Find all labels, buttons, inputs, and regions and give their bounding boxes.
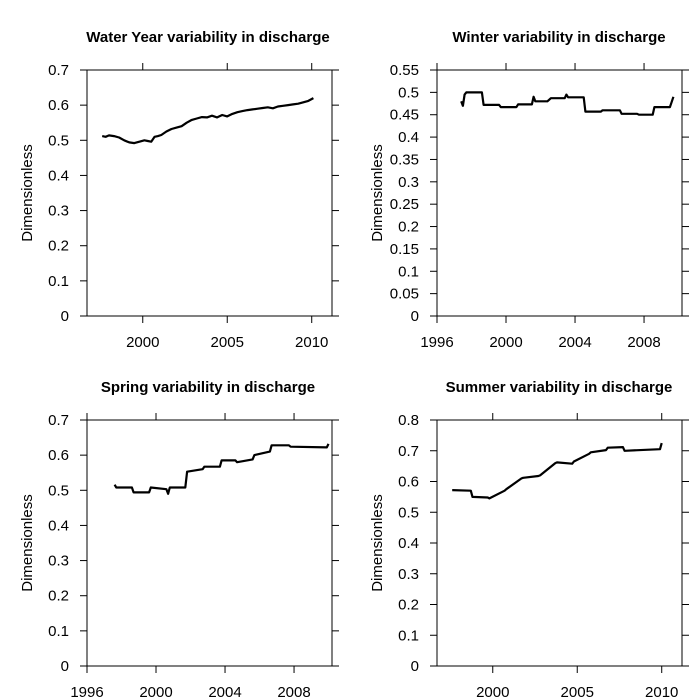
- y-tick-label: 0.1: [48, 623, 69, 640]
- y-tick-label: 0.6: [48, 447, 69, 464]
- x-tick-label: 2008: [627, 334, 660, 351]
- y-tick-label: 0.3: [398, 566, 419, 583]
- plot-frame: [86, 69, 333, 317]
- y-tick-label: 0.3: [48, 203, 69, 220]
- x-tick-label: 2000: [476, 684, 509, 700]
- y-tick-label: 0: [61, 308, 69, 325]
- chart-title: Spring variability in discharge: [101, 379, 315, 396]
- y-tick-label: 0.6: [48, 97, 69, 114]
- y-tick-label: 0.4: [48, 167, 69, 184]
- chart-title: Water Year variability in discharge: [86, 29, 329, 46]
- x-tick-label: 2004: [208, 684, 241, 700]
- x-tick-label: 2005: [561, 684, 594, 700]
- y-tick-label: 0.6: [398, 474, 419, 491]
- y-tick-label: 0.2: [48, 588, 69, 605]
- plot-frame: [436, 419, 683, 667]
- series-line: [452, 442, 663, 500]
- panel-water-year: Water Year variability in discharge 0 0.1 0…: [19, 29, 339, 351]
- y-tick-label: 0.3: [48, 553, 69, 570]
- y-tick-label: 0.1: [398, 263, 419, 280]
- y-tick-label: 0.5: [48, 482, 69, 499]
- y-tick-label: 0: [61, 658, 69, 675]
- panel-winter: Winter variability in discharge 0 0.05 0.1 0…: [369, 29, 689, 351]
- panel-summer: Summer variability in discharge 0 0.1 0.2 0.…: [369, 379, 689, 700]
- y-axis-label: Dimensionless: [369, 494, 386, 592]
- y-axis-label: Dimensionless: [19, 494, 36, 592]
- x-tick-label: 2005: [211, 334, 244, 351]
- y-tick-label: 0.7: [398, 443, 419, 460]
- y-tick-label: 0.7: [48, 62, 69, 79]
- series-line: [460, 91, 675, 116]
- y-tick-label: 0.5: [398, 84, 419, 101]
- y-tick-label: 0.4: [398, 129, 419, 146]
- y-tick-label: 0.4: [398, 535, 419, 552]
- y-tick-label: 0.2: [398, 219, 419, 236]
- x-tick-label: 1996: [420, 334, 453, 351]
- y-tick-label: 0.5: [48, 132, 69, 149]
- x-tick-label: 2008: [277, 684, 310, 700]
- x-tick-label: 2000: [139, 684, 172, 700]
- y-tick-label: 0.05: [390, 286, 419, 303]
- y-tick-label: 0.5: [398, 504, 419, 521]
- series-line: [113, 443, 330, 495]
- x-tick-label: 2010: [645, 684, 678, 700]
- x-tick-label: 2000: [126, 334, 159, 351]
- y-tick-label: 0.4: [48, 517, 69, 534]
- y-axis-label: Dimensionless: [19, 144, 36, 242]
- y-tick-label: 0.35: [390, 151, 419, 168]
- series-line: [101, 97, 314, 145]
- y-tick-label: 0.1: [48, 273, 69, 290]
- y-tick-label: 0.25: [390, 196, 419, 213]
- y-tick-label: 0: [411, 308, 419, 325]
- x-tick-label: 1996: [70, 684, 103, 700]
- plot-frame: [436, 69, 683, 317]
- chart-title: Summer variability in discharge: [446, 379, 673, 396]
- panel-spring: Spring variability in discharge 0 0.1 0.2 0.…: [19, 379, 339, 700]
- y-tick-label: 0.15: [390, 241, 419, 258]
- y-tick-label: 0.8: [398, 412, 419, 429]
- y-tick-label: 0.55: [390, 62, 419, 79]
- x-tick-label: 2000: [489, 334, 522, 351]
- x-tick-label: 2010: [295, 334, 328, 351]
- chart-title: Winter variability in discharge: [452, 29, 665, 46]
- y-tick-label: 0.7: [48, 412, 69, 429]
- y-tick-label: 0.1: [398, 627, 419, 644]
- y-tick-label: 0.2: [398, 597, 419, 614]
- plot-frame: [86, 419, 333, 667]
- y-tick-label: 0.45: [390, 107, 419, 124]
- y-tick-label: 0.2: [48, 238, 69, 255]
- x-tick-label: 2004: [558, 334, 591, 351]
- y-tick-label: 0: [411, 658, 419, 675]
- y-axis-label: Dimensionless: [369, 144, 386, 242]
- y-tick-label: 0.3: [398, 174, 419, 191]
